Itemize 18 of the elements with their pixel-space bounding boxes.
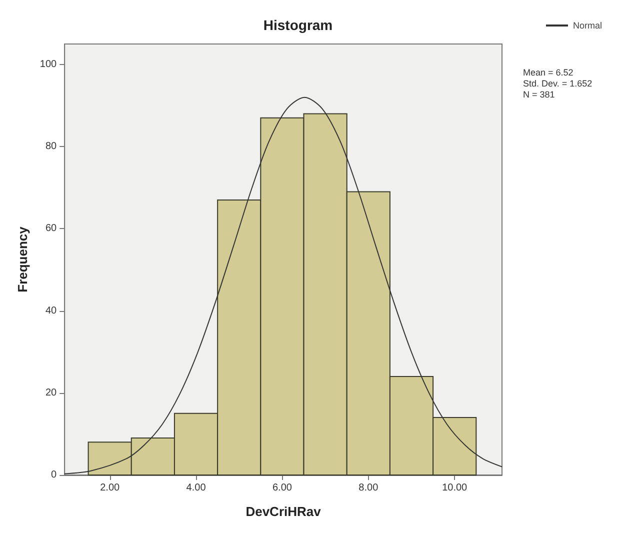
text: Std. Dev. = 1.652 xyxy=(523,78,592,88)
x-tick-label: 8.00 xyxy=(358,482,379,494)
legend-label: Normal xyxy=(572,20,602,30)
y-tick-label: 0 xyxy=(51,470,58,480)
y-tick-label: 20 xyxy=(45,387,58,398)
chart-title: Histogram xyxy=(263,17,333,33)
x-tick-label: 2.00 xyxy=(100,482,120,494)
y-axis-title: Frequency xyxy=(15,226,30,292)
y-tick-label: 60 xyxy=(45,223,58,234)
y-tick-label: 100 xyxy=(40,59,58,70)
text: N = 381 xyxy=(523,90,555,100)
y-tick-label: 40 xyxy=(45,305,58,316)
x-tick-label: 6.00 xyxy=(272,482,292,494)
x-tick-label: 4.00 xyxy=(186,482,206,494)
y-tick-label: 80 xyxy=(45,141,58,152)
x-axis-title: DevCriHRav xyxy=(246,504,322,519)
text: Mean = 6.52 xyxy=(523,68,574,78)
x-tick-label: 10.00 xyxy=(442,482,468,494)
